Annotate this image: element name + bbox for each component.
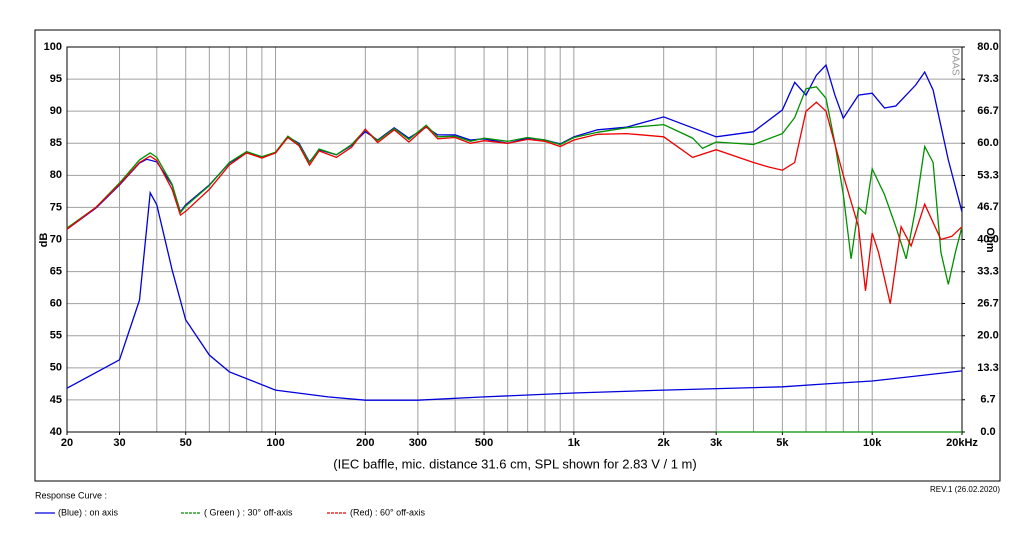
y-tick-label: 70 [50,233,62,245]
x-tick-label: 5k [776,437,789,449]
revision: REV.1 (26.02.2020) [930,485,1000,494]
y2-tick-label: 26.7 [977,297,998,309]
y2-tick-label: 33.3 [977,266,998,278]
y2-tick-label: 46.7 [977,201,998,213]
legend-label: (Red) : 60° off-axis [350,507,425,517]
y-tick-label: 45 [50,394,62,406]
series-line [66,190,963,401]
series-line [66,86,963,285]
plot-border [66,46,963,433]
legend-label: ( Green ) : 30° off-axis [204,507,293,517]
x-tick-label: 10k [863,437,882,449]
y2-tick-label: 66.7 [977,105,998,117]
y2-tick-label: 13.3 [977,362,998,374]
x-tick-label: 50 [180,437,192,449]
x-tick-label: 20 [61,437,73,449]
legend-title: Response Curve : [35,490,107,500]
x-tick-label: 30 [113,437,125,449]
frame [34,29,1001,482]
x-tick-label: 2k [658,437,671,449]
y-tick-label: 55 [50,330,62,342]
x-tick-label: 3k [710,437,723,449]
y-tick-label: 60 [50,298,62,310]
y-tick-label: 85 [50,137,62,149]
series-line [66,63,963,230]
legend-label: (Blue) : on axis [58,507,119,517]
y-tick-label: 65 [50,265,62,277]
y2-tick-label: 80.0 [977,41,998,53]
y2-tick-label: 20.0 [977,330,998,342]
y2-tick-label: 60.0 [977,137,998,149]
x-tick-label: 100 [266,437,284,449]
y2-axis-label: Ohm [984,227,996,252]
watermark: DAAS [949,48,960,76]
y2-tick-label: 73.3 [977,73,998,85]
y-tick-label: 40 [50,426,62,438]
subtitle: (IEC baffle, mic. distance 31.6 cm, SPL … [333,456,696,471]
x-tick-label: 500 [475,437,493,449]
y-tick-label: 90 [50,105,62,117]
x-tick-label: 200 [356,437,374,449]
y-tick-label: 95 [50,73,62,85]
y2-tick-label: 53.3 [977,169,998,181]
y-tick-label: 50 [50,362,62,374]
y-axis-label: dB [38,233,50,248]
x-tick-label: 1k [568,437,581,449]
x-tick-label: 300 [409,437,427,449]
y2-tick-label: 6.7 [980,394,995,406]
y2-tick-label: 0.0 [980,426,995,438]
y-tick-label: 100 [44,41,62,53]
x-tick-label: 20kHz [946,437,978,449]
y2-tick-label: 40.0 [977,233,998,245]
series-line [66,101,963,304]
y-tick-label: 75 [50,201,62,213]
y-tick-label: 80 [50,169,62,181]
